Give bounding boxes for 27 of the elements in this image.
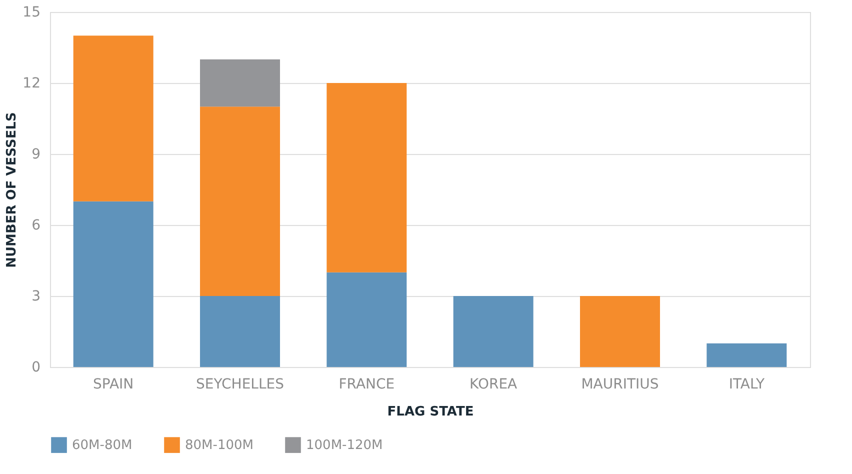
- bar: [73, 201, 154, 367]
- legend-label: 80M-100M: [185, 438, 254, 454]
- y-tick-label: 6: [32, 218, 41, 234]
- y-tick-label: 15: [22, 4, 40, 20]
- x-tick-label: SEYCHELLES: [196, 376, 284, 392]
- y-tick-label: 9: [32, 146, 40, 162]
- y-tick-label: 12: [22, 76, 40, 92]
- legend-label: 100M-120M: [306, 438, 383, 454]
- bar: [73, 36, 154, 202]
- y-tick-label: 3: [32, 288, 40, 304]
- bar: [200, 59, 280, 107]
- y-tick-label: 0: [32, 360, 40, 376]
- bar: [326, 83, 407, 272]
- x-tick-label: MAURITIUS: [581, 376, 659, 392]
- x-tick-label: ITALY: [728, 376, 765, 392]
- x-axis-title: FLAG STATE: [387, 404, 474, 420]
- bar: [200, 106, 280, 296]
- bar: [453, 296, 534, 367]
- y-axis-title: NUMBER OF VESSELS: [4, 112, 20, 268]
- bar: [706, 343, 787, 367]
- bar: [200, 296, 280, 367]
- x-tick-label: FRANCE: [338, 376, 395, 392]
- x-tick-label: KOREA: [470, 376, 518, 392]
- legend-label: 60M-80M: [72, 438, 132, 454]
- bar: [580, 296, 660, 367]
- bar: [326, 272, 407, 367]
- x-tick-label: SPAIN: [93, 376, 134, 392]
